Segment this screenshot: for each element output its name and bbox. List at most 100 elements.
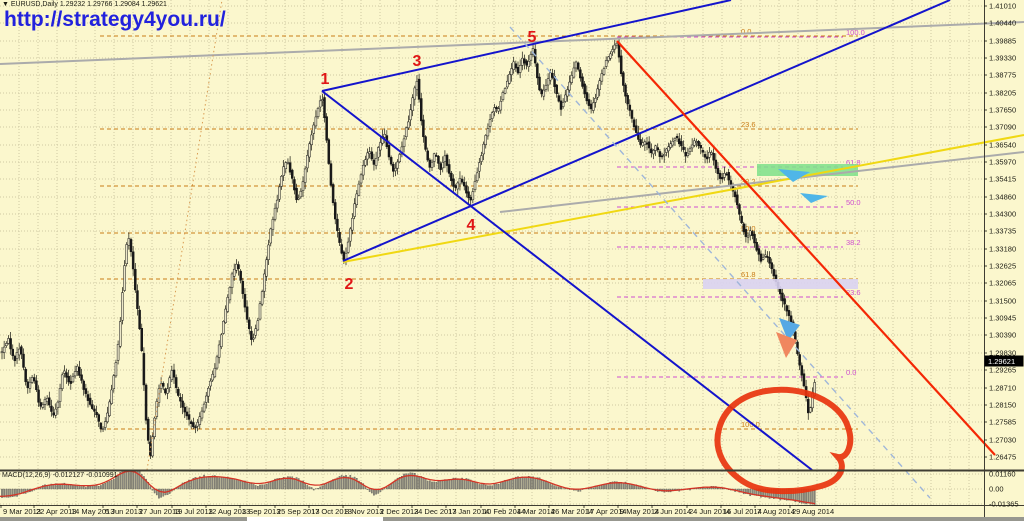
macd-histogram-bar — [78, 485, 81, 490]
candle-body — [30, 377, 34, 383]
candle-body — [288, 162, 292, 173]
macd-histogram-bar — [435, 481, 438, 490]
candle-body — [665, 148, 668, 153]
candle-body — [740, 215, 743, 224]
macd-histogram-bar — [323, 484, 326, 490]
candle-body — [490, 112, 494, 119]
macd-histogram-bar — [441, 480, 444, 490]
macd-histogram-bar — [560, 486, 562, 490]
arrow-down-salmon[interactable] — [776, 332, 797, 358]
candle-body — [11, 348, 14, 356]
candle-body — [413, 87, 417, 100]
macd-histogram-bar — [140, 474, 143, 490]
candle-body — [275, 199, 279, 209]
macd-histogram-bar — [704, 488, 706, 490]
candle-body — [686, 152, 690, 156]
candle-body — [213, 367, 217, 378]
highlight-band-lavender[interactable] — [703, 279, 858, 289]
candle-body — [770, 262, 773, 269]
trendline-red-resistance[interactable] — [616, 40, 996, 456]
candle-body — [604, 60, 608, 67]
candle-body — [450, 172, 453, 182]
macd-histogram-bar — [158, 488, 160, 499]
wave-label-5[interactable]: 5 — [528, 29, 537, 46]
arrow-down-cyan-2[interactable] — [800, 193, 828, 203]
macd-histogram-bar — [229, 478, 231, 490]
candle-body — [761, 257, 765, 260]
candle-body — [557, 95, 561, 102]
time-axis-label: 2 Dec 2013 — [380, 507, 418, 516]
time-axis-label: 29 Aug 2014 — [792, 507, 834, 516]
h-scrollbar-track[interactable] — [0, 517, 1024, 521]
candle-body — [52, 412, 55, 416]
candle-body — [226, 297, 229, 312]
macd-histogram-bar — [628, 483, 631, 490]
macd-histogram-bar — [446, 480, 448, 490]
trendline-yellow-support[interactable] — [342, 134, 1024, 263]
highlight-band-green[interactable] — [757, 164, 858, 176]
candle-body — [508, 74, 511, 84]
macd-histogram-bar — [398, 477, 401, 490]
candle-body — [607, 56, 610, 61]
macd-histogram-bar — [424, 478, 427, 490]
wave-label-3[interactable]: 3 — [413, 53, 422, 70]
candle-body — [168, 377, 171, 388]
arrow-down-cyan-1[interactable] — [778, 169, 810, 182]
macd-histogram-bar — [609, 482, 612, 490]
macd-histogram-bar — [108, 481, 111, 490]
macd-histogram-bar — [521, 476, 524, 490]
macd-histogram-bar — [67, 484, 70, 490]
wave-label-4[interactable]: 4 — [467, 217, 476, 234]
wave-label-2[interactable]: 2 — [345, 276, 354, 293]
macd-histogram-bar — [474, 482, 476, 490]
wave-label-1[interactable]: 1 — [321, 71, 330, 88]
fibo-retracement-violet-label: 50.0 — [846, 198, 861, 207]
price-axis[interactable]: 1.41010 1.40440 1.39885 1.39330 1.38775 1.382… — [984, 2, 1024, 509]
h-scrollbar-thumb[interactable] — [247, 517, 383, 521]
macd-histogram-bar — [515, 476, 517, 490]
trendline-blue-wave24[interactable] — [342, 0, 951, 262]
candle-body — [7, 338, 10, 344]
candle-body — [467, 191, 470, 199]
candle-body — [392, 163, 395, 172]
macd-histogram-bar — [742, 488, 745, 495]
candle-body — [714, 159, 718, 169]
candle-body — [510, 68, 513, 75]
candle-body — [396, 161, 399, 169]
trendline-gray-upper[interactable] — [0, 21, 1024, 65]
candle-body — [484, 135, 487, 145]
candle-body — [2, 346, 6, 353]
macd-histogram-bar — [280, 478, 283, 490]
hand-drawn-circle[interactable] — [714, 386, 854, 495]
macd-histogram-bar — [622, 482, 625, 490]
candle-body — [67, 375, 70, 383]
candle-body — [134, 269, 137, 291]
macd-histogram-bar — [340, 475, 343, 490]
candle-body — [192, 422, 195, 428]
macd-histogram-bar — [351, 477, 354, 490]
candle-body — [764, 254, 767, 257]
candle-body — [660, 155, 664, 158]
candle-body — [443, 155, 447, 162]
macd-histogram-bar — [420, 476, 423, 490]
candle-body — [690, 144, 694, 149]
macd-histogram-bar — [519, 477, 521, 490]
candle-body — [211, 373, 214, 381]
time-axis-label: 16 Jul 2014 — [723, 507, 762, 516]
trendline-dotted-orange[interactable] — [146, 0, 223, 471]
candle-body — [407, 121, 410, 129]
candle-body — [349, 228, 352, 242]
time-axis-label: 19 Jul 2013 — [174, 507, 213, 516]
candle-body — [695, 141, 698, 143]
candle-body — [521, 57, 524, 66]
price-axis-label: 1.33180 — [989, 245, 1016, 254]
arrow-down-blue-3[interactable] — [779, 318, 800, 341]
macd-histogram-bar — [289, 476, 291, 490]
candle-body — [110, 389, 113, 404]
macd-histogram-bar — [123, 471, 126, 490]
candle-body — [482, 143, 485, 155]
trendline-gray-mid[interactable] — [499, 151, 1024, 213]
macd-histogram-bar — [611, 481, 614, 490]
candle-body — [564, 94, 567, 102]
